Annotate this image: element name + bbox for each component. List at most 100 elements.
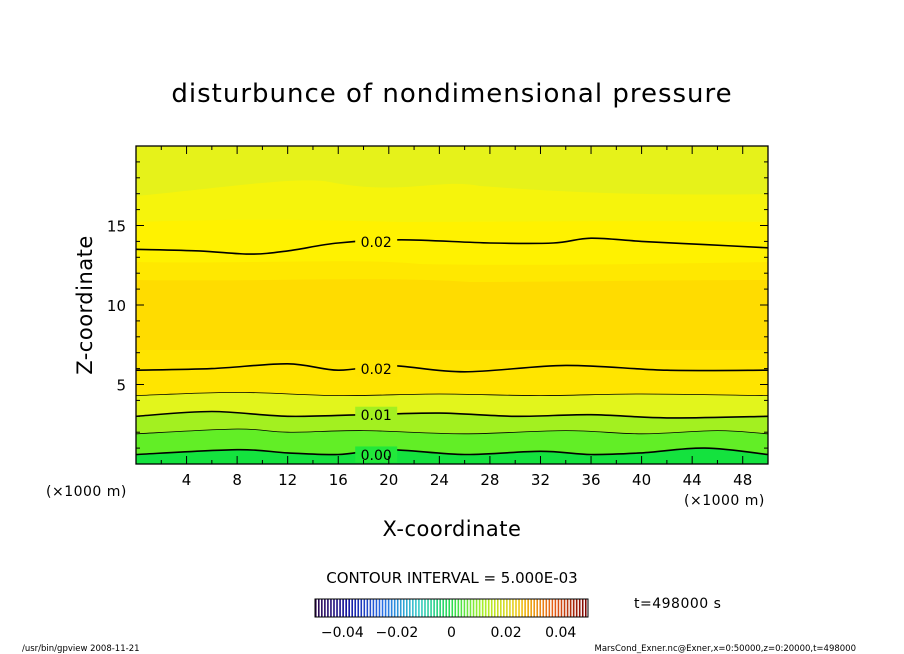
colorbar-gap [571, 599, 573, 617]
colorbar-gap [374, 599, 376, 617]
colorbar-cell [421, 599, 423, 617]
colorbar-gap [544, 599, 546, 617]
colorbar-gap [392, 599, 394, 617]
colorbar-gap [371, 599, 373, 617]
colorbar-gap [498, 599, 501, 617]
colorbar-gap [322, 599, 325, 617]
colorbar-cell [418, 599, 420, 617]
time-stamp: t=498000 s [634, 596, 721, 612]
colorbar-cell [324, 599, 326, 617]
colorbar-cell [506, 599, 508, 617]
x-axis-label: X-coordinate [383, 517, 522, 541]
colorbar-gap [468, 599, 470, 617]
x-unit-left: (×1000 m) [46, 484, 127, 500]
x-tick-label: 4 [182, 471, 192, 489]
colorbar-cell [560, 599, 563, 617]
colorbar-cell [436, 599, 439, 617]
y-tick-label: 15 [107, 218, 126, 236]
colorbar-gap [401, 599, 403, 617]
colorbar-gap [538, 599, 540, 617]
colorbar-gap [337, 599, 340, 617]
band-gold [136, 279, 768, 360]
contour-label-text: 0.01 [361, 408, 392, 424]
colorbar-cell [487, 599, 490, 617]
colorbar-gap [580, 599, 582, 617]
contour-label-2: 0.01 [355, 406, 398, 424]
colorbar-cell [327, 599, 329, 617]
x-tick-label: 24 [430, 471, 449, 489]
colorbar-gap [456, 599, 458, 617]
colorbar-cell [412, 599, 414, 617]
colorbar-gap [398, 599, 400, 617]
colorbar-gap [577, 599, 579, 617]
colorbar-cell [451, 599, 454, 617]
colorbar-gap [441, 599, 443, 617]
colorbar-gap [532, 599, 534, 617]
fill-band-below-zero [136, 448, 768, 464]
colorbar-cell [415, 599, 417, 617]
colorbar-cell [393, 599, 396, 617]
contour-label-bg [355, 446, 398, 463]
colorbar-cell [384, 599, 387, 617]
colorbar-gap [353, 599, 355, 617]
contour-line-3 [136, 391, 768, 397]
colorbar-gap [356, 599, 358, 617]
colorbar-cell [460, 599, 463, 617]
colorbar-gap [386, 599, 388, 617]
x-tick-label: 40 [632, 471, 651, 489]
colorbar-gap [453, 599, 455, 617]
x-tick-label: 28 [480, 471, 499, 489]
contour-line-5 [136, 237, 768, 255]
colorbar-cell [463, 599, 466, 617]
colorbar-cell [363, 599, 366, 617]
colorbar-cell [369, 599, 372, 617]
contour-interval-text: CONTOUR INTERVAL = 5.000E-03 [326, 569, 577, 587]
colorbar-cell [509, 599, 511, 617]
colorbar-cell [366, 599, 369, 617]
colorbar-gap [404, 599, 406, 617]
colorbar-gap [331, 599, 334, 617]
colorbar-cell [569, 599, 572, 617]
colorbar-gap [501, 599, 504, 617]
colorbar-gap [541, 599, 543, 617]
colorbar-cell [390, 599, 393, 617]
contour-line-4 [136, 362, 768, 373]
colorbar-cell [475, 599, 478, 617]
colorbar-cell [336, 599, 338, 617]
colorbar-cell [321, 599, 323, 617]
colorbar-gap [559, 599, 561, 617]
colorbar-gap [334, 599, 337, 617]
contour-label-bg [355, 406, 398, 423]
colorbar-cell [430, 599, 432, 617]
colorbar-cell [396, 599, 399, 617]
contour-line-0 [136, 447, 768, 456]
colorbar-gap [431, 599, 434, 617]
colorbar-gap [422, 599, 425, 617]
colorbar-cell [581, 599, 584, 617]
contour-label-text: 0.00 [361, 448, 392, 464]
x-tick-labels: 4 8 12 16 20 24 28 32 36 40 44 48 [182, 471, 752, 489]
colorbar-gap [407, 599, 410, 617]
colorbar-gap [395, 599, 397, 617]
colorbar-gap [492, 599, 494, 617]
colorbar-gap [389, 599, 391, 617]
colorbar-cell [542, 599, 545, 617]
colorbar-gap [480, 599, 482, 617]
colorbar-cell [584, 599, 587, 617]
colorbar-gap [465, 599, 467, 617]
colorbar-gap [504, 599, 507, 617]
colorbar-gap [459, 599, 461, 617]
contour-label-bg [355, 233, 398, 250]
colorbar-cell [575, 599, 578, 617]
colorbar-gap [434, 599, 437, 617]
colorbar-cell [375, 599, 378, 617]
colorbar-tick-label: −0.02 [375, 625, 418, 641]
colorbar-gap [383, 599, 385, 617]
colorbar-gap [419, 599, 422, 617]
colorbar-cell [445, 599, 448, 617]
colorbar-cell [548, 599, 551, 617]
colorbar-gap [486, 599, 488, 617]
colorbar-gap [347, 599, 349, 617]
colorbar-gap [316, 599, 319, 617]
colorbar-gap [413, 599, 416, 617]
